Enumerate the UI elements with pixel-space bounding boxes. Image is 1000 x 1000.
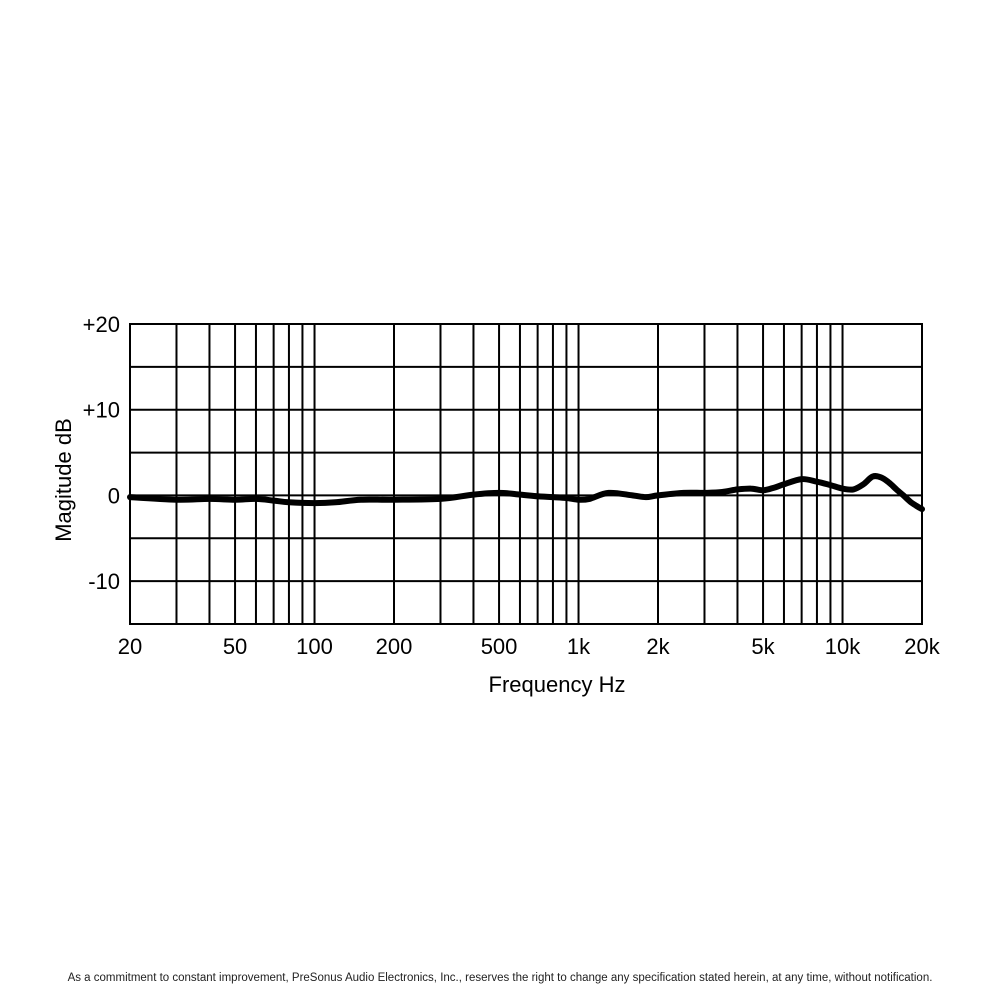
x-tick-label: 1k bbox=[567, 634, 591, 659]
y-axis-title: Magitude dB bbox=[51, 418, 76, 542]
x-tick-label: 500 bbox=[481, 634, 518, 659]
x-tick-label: 100 bbox=[296, 634, 333, 659]
x-tick-labels: 20 50 100 200 500 1k 2k 5k 10k 20k bbox=[118, 634, 941, 659]
y-tick-label: +10 bbox=[83, 398, 120, 423]
vertical-grid bbox=[129, 324, 923, 624]
x-tick-label: 50 bbox=[223, 634, 247, 659]
x-axis-title: Frequency Hz bbox=[489, 672, 626, 697]
x-tick-label: 5k bbox=[751, 634, 775, 659]
x-tick-label: 2k bbox=[646, 634, 670, 659]
horizontal-grid bbox=[130, 323, 922, 625]
x-tick-label: 20 bbox=[118, 634, 142, 659]
response-curve bbox=[127, 473, 925, 513]
x-tick-label: 200 bbox=[376, 634, 413, 659]
disclaimer-text: As a commitment to constant improvement,… bbox=[67, 972, 933, 984]
y-tick-label: 0 bbox=[108, 483, 120, 508]
plot-frame bbox=[129, 323, 923, 625]
x-tick-label: 20k bbox=[904, 634, 940, 659]
y-tick-labels: +20 +10 0 -10 bbox=[83, 312, 120, 594]
x-tick-label: 10k bbox=[825, 634, 861, 659]
y-tick-label: -10 bbox=[88, 569, 120, 594]
y-tick-label: +20 bbox=[83, 312, 120, 337]
